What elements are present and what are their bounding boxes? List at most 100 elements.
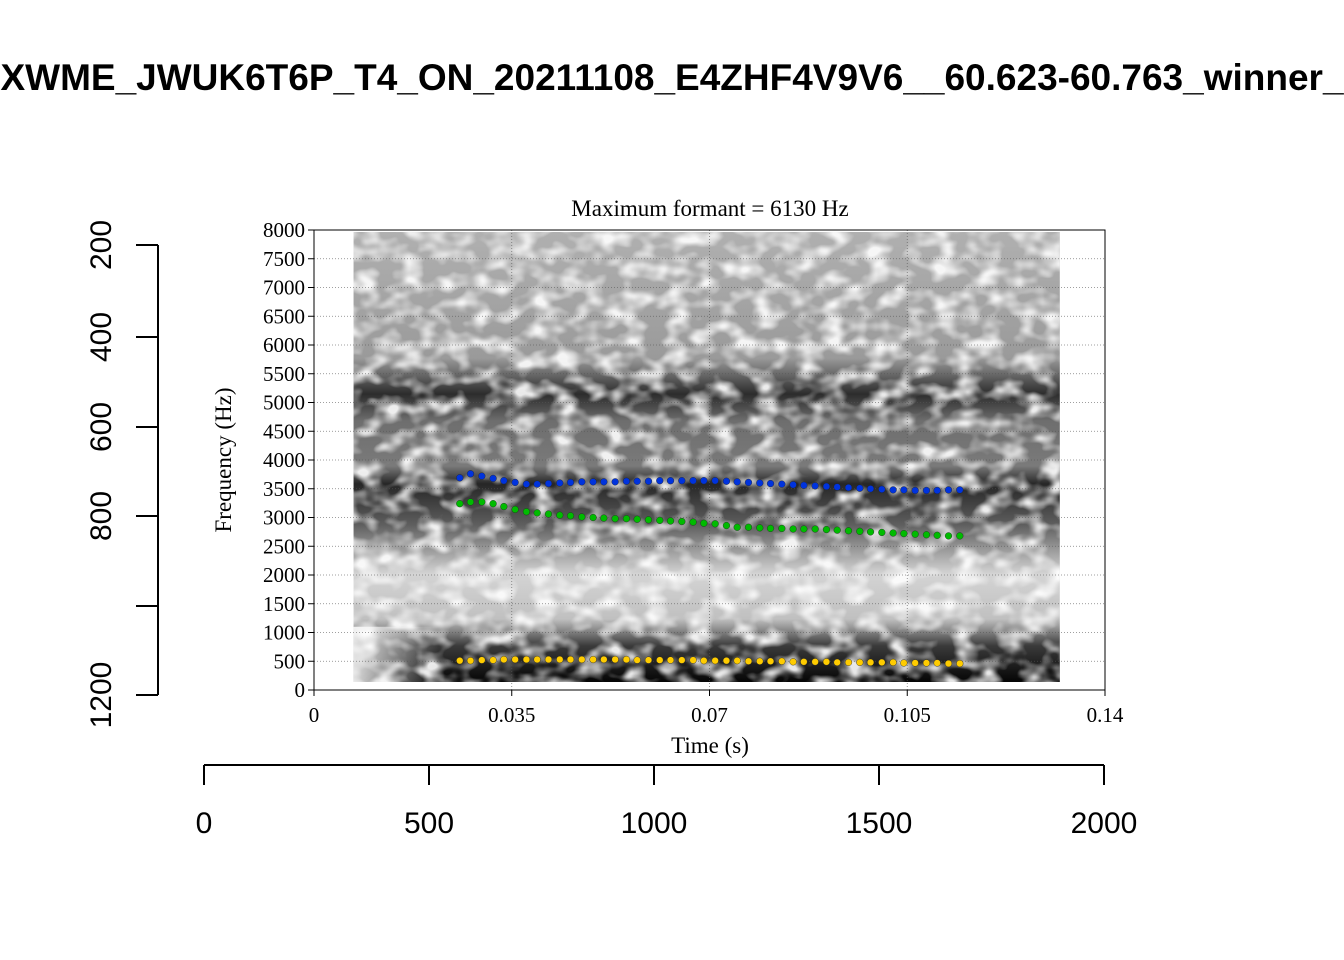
formant-point-f1 <box>511 655 519 664</box>
formant-point-f1 <box>733 657 741 665</box>
formant-point-f2 <box>622 515 631 523</box>
y-tick-label: 7500 <box>263 247 305 271</box>
y-tick-label: 6500 <box>263 304 305 328</box>
formant-point-f3 <box>456 474 464 482</box>
formant-point-f3 <box>611 478 619 486</box>
formant-point-f1 <box>900 659 908 667</box>
y-tick-label: 3500 <box>263 477 305 501</box>
formant-point-f1 <box>522 655 531 664</box>
formant-point-f2 <box>611 515 619 523</box>
formant-point-f2 <box>700 519 708 527</box>
y-tick-label: 1500 <box>263 592 305 616</box>
formant-point-f3 <box>878 485 886 493</box>
formant-point-f2 <box>756 524 764 532</box>
formant-point-f2 <box>900 529 908 538</box>
formant-point-f1 <box>822 658 831 666</box>
formant-point-f3 <box>866 485 875 493</box>
formant-point-f2 <box>744 523 753 531</box>
formant-point-f2 <box>556 511 564 519</box>
outer-bottom-tick-label: 2000 <box>1071 807 1138 840</box>
formant-point-f3 <box>800 481 808 489</box>
formant-point-f1 <box>766 657 775 665</box>
formant-point-f3 <box>589 478 597 486</box>
formant-point-f3 <box>678 477 686 485</box>
formant-point-f2 <box>578 513 586 521</box>
outer-left-tick-label: 600 <box>85 402 118 452</box>
formant-point-f2 <box>689 518 697 526</box>
formant-point-f3 <box>656 477 664 485</box>
formant-point-f2 <box>489 500 497 508</box>
x-tick-label: 0 <box>309 703 320 727</box>
y-tick-label: 5500 <box>263 362 305 386</box>
formant-point-f3 <box>766 479 775 488</box>
formant-point-f3 <box>933 486 941 495</box>
formant-point-f1 <box>889 658 897 667</box>
formant-point-f1 <box>700 657 708 665</box>
chart-title: Maximum formant = 6130 Hz <box>571 196 848 221</box>
outer-left-tick-label: 800 <box>85 491 118 541</box>
formant-point-f2 <box>478 498 486 506</box>
y-tick-label: 3000 <box>263 506 305 530</box>
formant-point-f1 <box>533 655 541 664</box>
x-tick-label: 0.035 <box>488 703 535 727</box>
formant-point-f3 <box>700 477 708 485</box>
outer-left-tick-label: 1200 <box>85 662 118 729</box>
formant-point-f2 <box>511 505 519 514</box>
y-tick-label: 1000 <box>263 621 305 645</box>
formant-point-f3 <box>689 477 697 485</box>
formant-point-f3 <box>466 470 475 478</box>
y-tick-label: 4500 <box>263 419 305 443</box>
formant-point-f3 <box>578 478 586 486</box>
formant-point-f1 <box>456 657 464 665</box>
formant-point-f2 <box>889 529 897 537</box>
formant-point-f3 <box>856 484 864 492</box>
formant-point-f1 <box>566 655 575 664</box>
formant-point-f1 <box>789 658 797 666</box>
formant-point-f3 <box>811 482 819 490</box>
formant-point-f2 <box>933 531 941 539</box>
spectrogram-texture <box>353 232 1060 682</box>
outer-bottom-tick-label: 0 <box>196 807 213 840</box>
formant-point-f1 <box>944 659 953 668</box>
x-tick-label: 0.105 <box>884 703 931 727</box>
formant-point-f2 <box>633 515 641 523</box>
outer-bottom-tick-label: 1500 <box>846 807 913 840</box>
formant-point-f1 <box>756 657 764 665</box>
formant-point-f1 <box>711 657 719 665</box>
formant-point-f3 <box>711 477 719 485</box>
formant-point-f3 <box>644 477 653 485</box>
formant-point-f3 <box>733 478 741 486</box>
formant-point-f1 <box>744 657 753 665</box>
formant-point-f1 <box>866 658 875 667</box>
formant-point-f2 <box>911 530 919 538</box>
spectrogram-low-fade <box>353 626 1060 682</box>
y-tick-label: 2500 <box>263 534 305 558</box>
formant-point-f2 <box>778 524 786 533</box>
formant-point-f2 <box>866 528 875 536</box>
formant-point-f2 <box>466 498 475 506</box>
formant-point-f3 <box>566 478 575 487</box>
formant-point-f2 <box>644 516 653 524</box>
formant-point-f2 <box>878 528 886 537</box>
formant-point-f1 <box>844 658 853 667</box>
formant-point-f2 <box>733 523 741 531</box>
formant-point-f3 <box>622 477 631 485</box>
formant-point-f1 <box>778 657 786 665</box>
formant-point-f3 <box>556 479 564 487</box>
formant-point-f3 <box>522 480 531 488</box>
formant-point-f1 <box>466 657 475 665</box>
outer-left-axis: 200 400 600 800 1200 <box>85 220 159 729</box>
formant-point-f2 <box>811 525 819 533</box>
formant-point-f2 <box>544 510 553 518</box>
formant-point-f1 <box>689 656 697 664</box>
formant-point-f1 <box>922 659 931 667</box>
formant-point-f1 <box>956 659 964 668</box>
y-tick-label: 7000 <box>263 276 305 300</box>
x-axis-label: Time (s) <box>671 733 749 758</box>
formant-point-f2 <box>800 525 808 533</box>
formant-point-f1 <box>489 656 497 664</box>
formant-point-f3 <box>911 486 919 495</box>
formant-point-f1 <box>633 656 641 664</box>
formant-point-f1 <box>811 658 819 666</box>
